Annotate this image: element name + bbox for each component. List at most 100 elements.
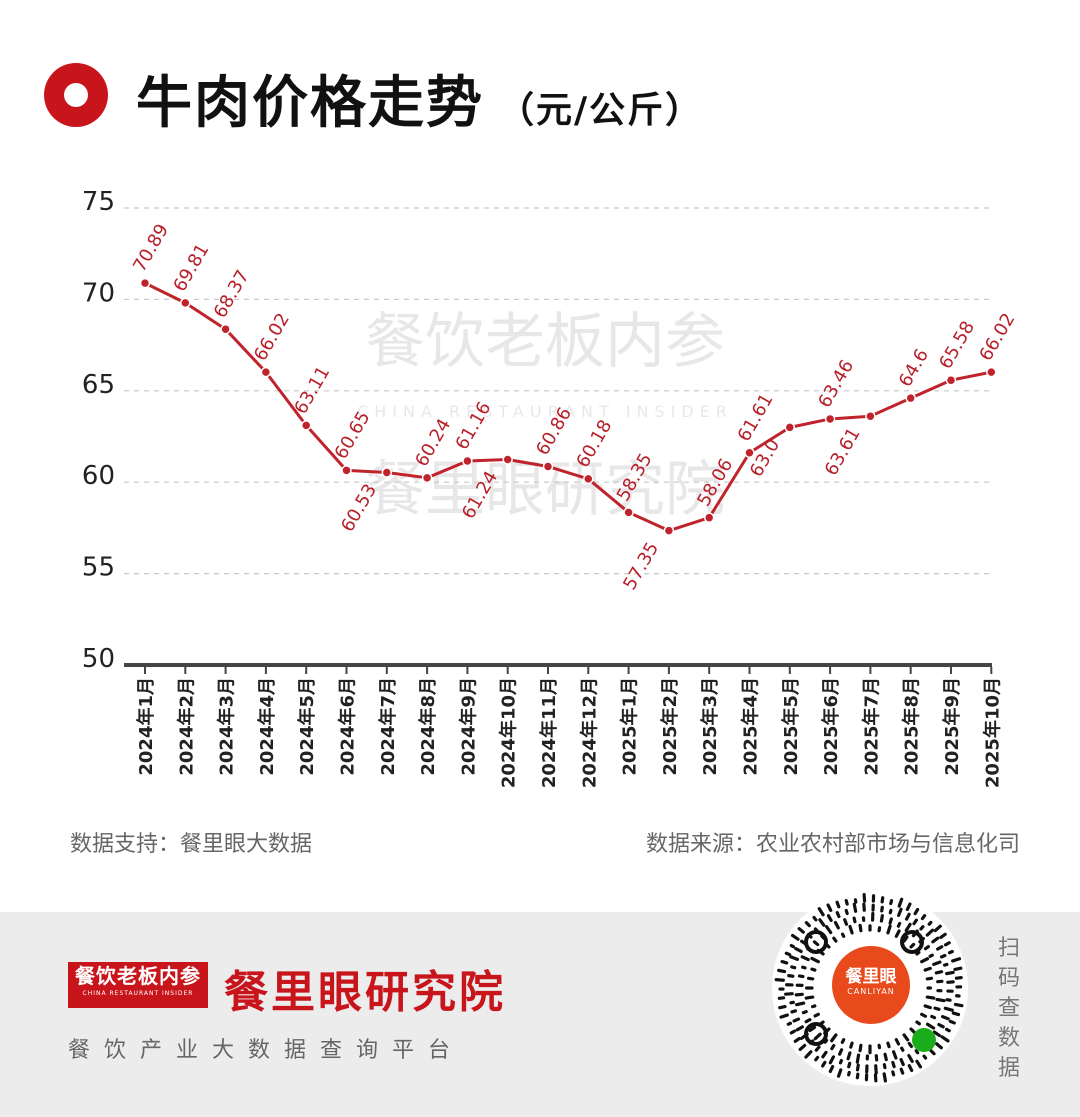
qr-dot (932, 960, 942, 966)
qr-dot (852, 916, 857, 924)
qr-dot (844, 908, 849, 916)
qr-dot (780, 959, 789, 965)
qr-dot (943, 1006, 954, 1012)
qr-finder-icon (804, 930, 828, 954)
qr-dot (899, 1057, 905, 1067)
qr-dot (930, 1014, 937, 1020)
qr-dot (925, 976, 934, 981)
qr-dot (907, 1041, 913, 1049)
qr-dot (886, 1041, 891, 1049)
qr-dot (923, 1004, 932, 1010)
qr-dot (954, 976, 963, 980)
qr-dot (817, 907, 825, 917)
data-point (421, 472, 433, 484)
x-tick-label: 2024年1月 (135, 677, 157, 776)
qr-dot (795, 1001, 806, 1007)
data-label: 63.46 (814, 356, 858, 411)
qr-dot (883, 1052, 888, 1062)
qr-dot (925, 1022, 936, 1030)
qr-dot (838, 1058, 843, 1065)
x-tick-label: 2025年7月 (860, 677, 882, 776)
qr-dot (897, 907, 903, 918)
qr-dot (929, 1048, 936, 1056)
data-point (824, 413, 836, 425)
qr-dot (823, 1038, 829, 1044)
qr-dot (891, 1060, 896, 1069)
series-line (144, 281, 992, 533)
x-tick-label: 2025年5月 (780, 677, 802, 776)
qr-dot (933, 1006, 941, 1011)
qr-dot (931, 936, 940, 944)
qr-dot (948, 1019, 956, 1025)
qr-code[interactable]: 餐里眼 CANLIYAN (772, 890, 968, 1086)
qr-center-logo: 餐里眼 CANLIYAN (832, 946, 910, 1024)
data-label: 66.02 (975, 310, 1019, 365)
qr-dot (789, 943, 796, 949)
qr-dot (849, 1041, 854, 1049)
qr-dot (837, 1048, 844, 1056)
data-point (865, 410, 876, 422)
qr-dot (944, 1027, 951, 1033)
watermark-line1: 餐饮老板内参 (365, 307, 725, 377)
y-tick-label: 55 (82, 553, 115, 583)
y-tick-label: 50 (82, 644, 115, 674)
qr-dot (891, 1070, 896, 1077)
qr-dot (833, 920, 840, 930)
qr-dot (936, 945, 944, 951)
qr-dot (835, 911, 841, 919)
qr-dot (835, 900, 841, 909)
qr-dot (778, 1004, 787, 1010)
data-point (300, 420, 312, 431)
qr-dot (847, 1061, 852, 1069)
qr-dot (935, 997, 946, 1003)
qr-dot (945, 970, 955, 976)
qr-dot (797, 974, 805, 979)
title-circle-icon (44, 63, 108, 127)
qr-dot (804, 1018, 812, 1024)
qr-dot (953, 1002, 964, 1008)
qr-dot (947, 949, 954, 955)
data-point (784, 422, 796, 433)
qr-dot (904, 912, 911, 921)
data-point (986, 366, 997, 378)
qr-dot (810, 1004, 817, 1009)
qr-dot (810, 967, 817, 972)
qr-dot (919, 925, 925, 931)
x-tick-label: 2024年10月 (498, 677, 520, 788)
qr-dot (848, 924, 854, 935)
qr-dot (874, 1064, 878, 1075)
x-tick-label: 2024年9月 (457, 677, 479, 776)
qr-dot (934, 970, 944, 975)
qr-dot (794, 947, 803, 954)
qr-dot (928, 953, 934, 958)
data-point (220, 323, 231, 335)
qr-dot (894, 929, 901, 938)
x-tick-label: 2025年2月 (659, 677, 681, 776)
qr-dot (790, 933, 800, 941)
qr-dot (858, 1043, 863, 1053)
title-text: 牛肉价格走势 (136, 71, 484, 136)
qr-dot (937, 1022, 945, 1029)
qr-dot (801, 1010, 808, 1015)
x-tick-label: 2024年7月 (377, 677, 399, 776)
qr-dot (804, 995, 815, 1000)
qr-dot (892, 1050, 898, 1060)
qr-dot (896, 921, 902, 928)
x-tick-label: 2025年1月 (619, 677, 641, 776)
qr-dot (902, 1033, 910, 1042)
qr-dot (813, 1032, 822, 1041)
qr-dot (813, 1012, 820, 1018)
qr-dot (943, 941, 951, 947)
data-label: 65.58 (935, 318, 979, 373)
data-point (542, 461, 554, 472)
qr-dot (786, 1021, 793, 1026)
qr-dot (920, 957, 930, 964)
qr-dot (855, 1063, 860, 1072)
mini-program-icon (912, 1028, 936, 1052)
qr-dot (915, 1020, 921, 1026)
x-tick-label: 2025年4月 (740, 677, 762, 776)
qr-dot (914, 1049, 920, 1055)
data-label: 69.81 (169, 240, 213, 295)
qr-dot (907, 1054, 914, 1063)
qr-dot (792, 1017, 801, 1023)
